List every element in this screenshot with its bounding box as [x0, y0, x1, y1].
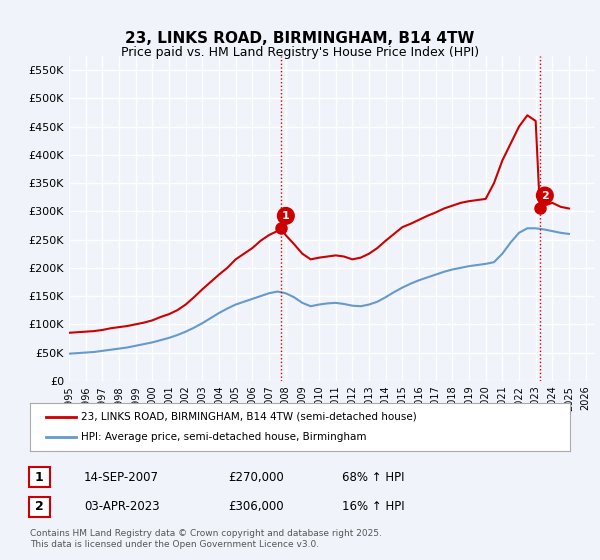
- Text: 16% ↑ HPI: 16% ↑ HPI: [342, 500, 404, 514]
- Text: Price paid vs. HM Land Registry's House Price Index (HPI): Price paid vs. HM Land Registry's House …: [121, 46, 479, 59]
- Text: 2: 2: [35, 500, 44, 514]
- Text: 68% ↑ HPI: 68% ↑ HPI: [342, 470, 404, 484]
- Text: Contains HM Land Registry data © Crown copyright and database right 2025.
This d: Contains HM Land Registry data © Crown c…: [30, 529, 382, 549]
- Text: 1: 1: [282, 211, 290, 221]
- Text: £270,000: £270,000: [228, 470, 284, 484]
- Text: 23, LINKS ROAD, BIRMINGHAM, B14 4TW: 23, LINKS ROAD, BIRMINGHAM, B14 4TW: [125, 31, 475, 46]
- Text: HPI: Average price, semi-detached house, Birmingham: HPI: Average price, semi-detached house,…: [82, 432, 367, 442]
- Text: 23, LINKS ROAD, BIRMINGHAM, B14 4TW (semi-detached house): 23, LINKS ROAD, BIRMINGHAM, B14 4TW (sem…: [82, 412, 417, 422]
- Text: 1: 1: [35, 470, 44, 484]
- Text: £306,000: £306,000: [228, 500, 284, 514]
- Text: 14-SEP-2007: 14-SEP-2007: [84, 470, 159, 484]
- Text: 03-APR-2023: 03-APR-2023: [84, 500, 160, 514]
- Text: 2: 2: [541, 190, 549, 200]
